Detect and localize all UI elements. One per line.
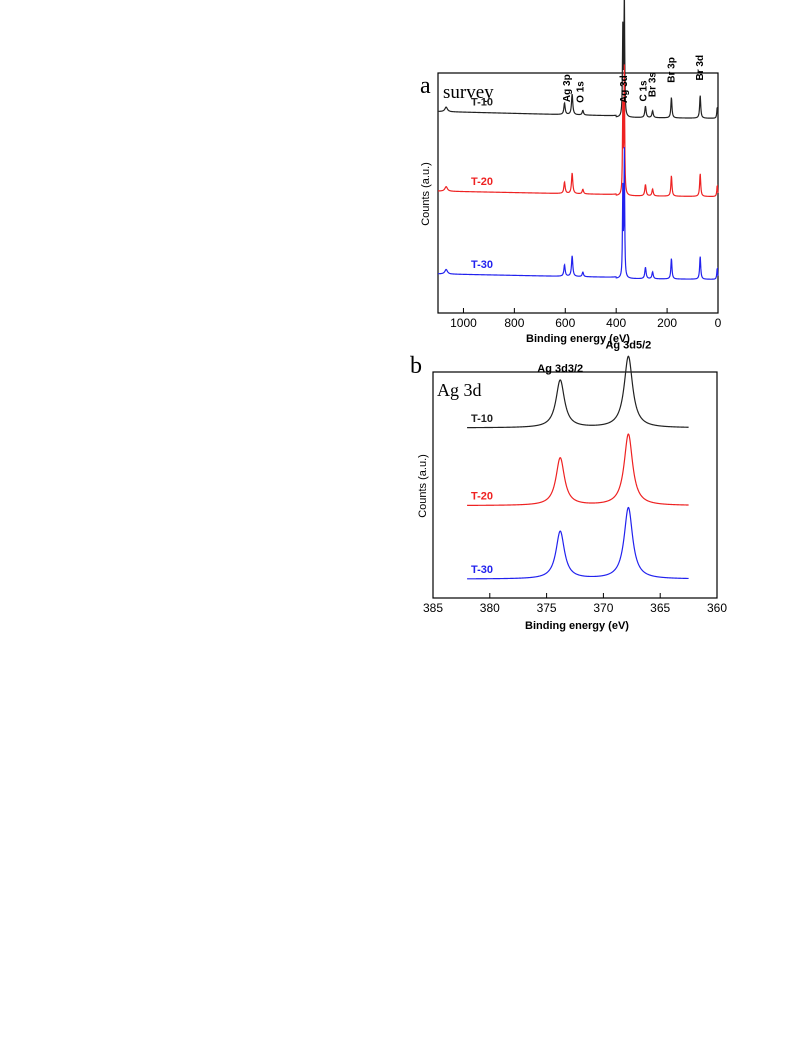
x-tick-label: 800 [504, 316, 524, 330]
panel-a-title: survey [443, 82, 494, 103]
survey-panel: a survey 1000 800 600 400 200 0 Ag 3p O 1s Ag 3… [420, 0, 722, 345]
x-tick-label: 380 [480, 601, 500, 615]
peak-label: Ag 3d5/2 [605, 339, 651, 351]
x-tick-label: 360 [707, 601, 727, 615]
panel-a-letter: a [420, 73, 431, 99]
survey-traces [437, 0, 719, 280]
peak-label: Br 3d [695, 55, 706, 81]
ag3d-traces [467, 355, 689, 580]
series-line-t-20 [437, 64, 719, 197]
panel-b-title: Ag 3d [437, 380, 482, 400]
peak-label: Br 3p [666, 57, 677, 83]
x-tick-label: 370 [593, 601, 613, 615]
series-label-t-20: T-20 [471, 176, 493, 188]
ag3d-x-axis-label: Binding energy (eV) [525, 620, 629, 632]
peak-label: Br 3s [647, 72, 658, 97]
ag3d-y-axis-label: Counts (a.u.) [417, 454, 429, 518]
peak-label: C 1s [639, 80, 650, 102]
series-line-t-10 [467, 355, 689, 429]
x-tick-label: 375 [537, 601, 557, 615]
peak-label: Ag 3p [562, 74, 573, 102]
ag3d-x-axis-ticks: 385 380 375 370 365 360 [423, 593, 727, 615]
x-tick-label: 200 [657, 316, 677, 330]
series-label-t-20: T-20 [471, 491, 493, 503]
ag3d-series-labels: T-10 T-20 T-30 [471, 413, 493, 576]
x-tick-label: 600 [555, 316, 575, 330]
series-line-t-20 [467, 433, 689, 506]
ag3d-panel: b Ag 3d 385 380 375 370 365 360 Ag 3d3/2Ag 3d… [410, 339, 727, 632]
series-label-t-10: T-10 [471, 97, 493, 109]
x-tick-label: 0 [715, 316, 722, 330]
panel-b-frame [432, 371, 718, 599]
series-line-t-30 [467, 506, 689, 580]
series-line-t-10 [438, 0, 719, 119]
peak-label: O 1s [576, 81, 587, 103]
survey-series-labels: T-10 T-20 T-30 [471, 97, 493, 271]
panel-b-letter: b [410, 353, 422, 379]
series-label-t-30: T-30 [471, 564, 493, 576]
x-tick-label: 365 [650, 601, 670, 615]
series-label-t-10: T-10 [471, 413, 493, 425]
series-line-t-30 [437, 147, 719, 280]
survey-x-axis-label: Binding energy (eV) [526, 333, 630, 345]
x-tick-label: 1000 [450, 316, 477, 330]
survey-y-axis-label: Counts (a.u.) [420, 162, 432, 226]
survey-x-axis-ticks: 1000 800 600 400 200 0 [450, 308, 722, 330]
ag3d-peak-labels: Ag 3d3/2 Ag 3d5/2 [537, 339, 651, 375]
peak-label: Ag 3d3/2 [537, 363, 583, 375]
series-label-t-30: T-30 [471, 259, 493, 271]
x-tick-label: 400 [606, 316, 626, 330]
x-tick-label: 385 [423, 601, 443, 615]
peak-label: Ag 3d [619, 75, 630, 103]
